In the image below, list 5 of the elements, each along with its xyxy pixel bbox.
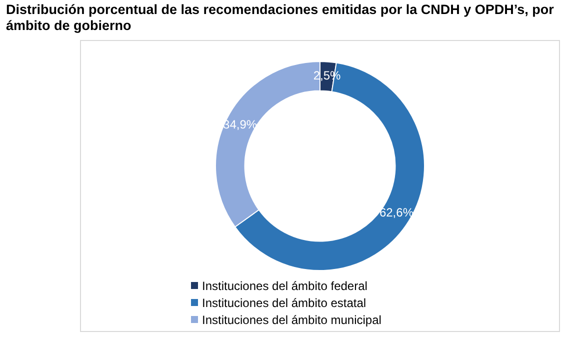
legend-label: Instituciones del ámbito municipal xyxy=(202,312,382,326)
data-label: 62,6% xyxy=(379,206,414,220)
legend-label: Instituciones del ámbito federal xyxy=(202,278,368,292)
legend-label: Instituciones del ámbito estatal xyxy=(202,296,366,310)
chart-title: Distribución porcentual de las recomendaciones emitidas por la CNDH y OPDH’s, por ámbito de gobierno xyxy=(6,2,555,34)
